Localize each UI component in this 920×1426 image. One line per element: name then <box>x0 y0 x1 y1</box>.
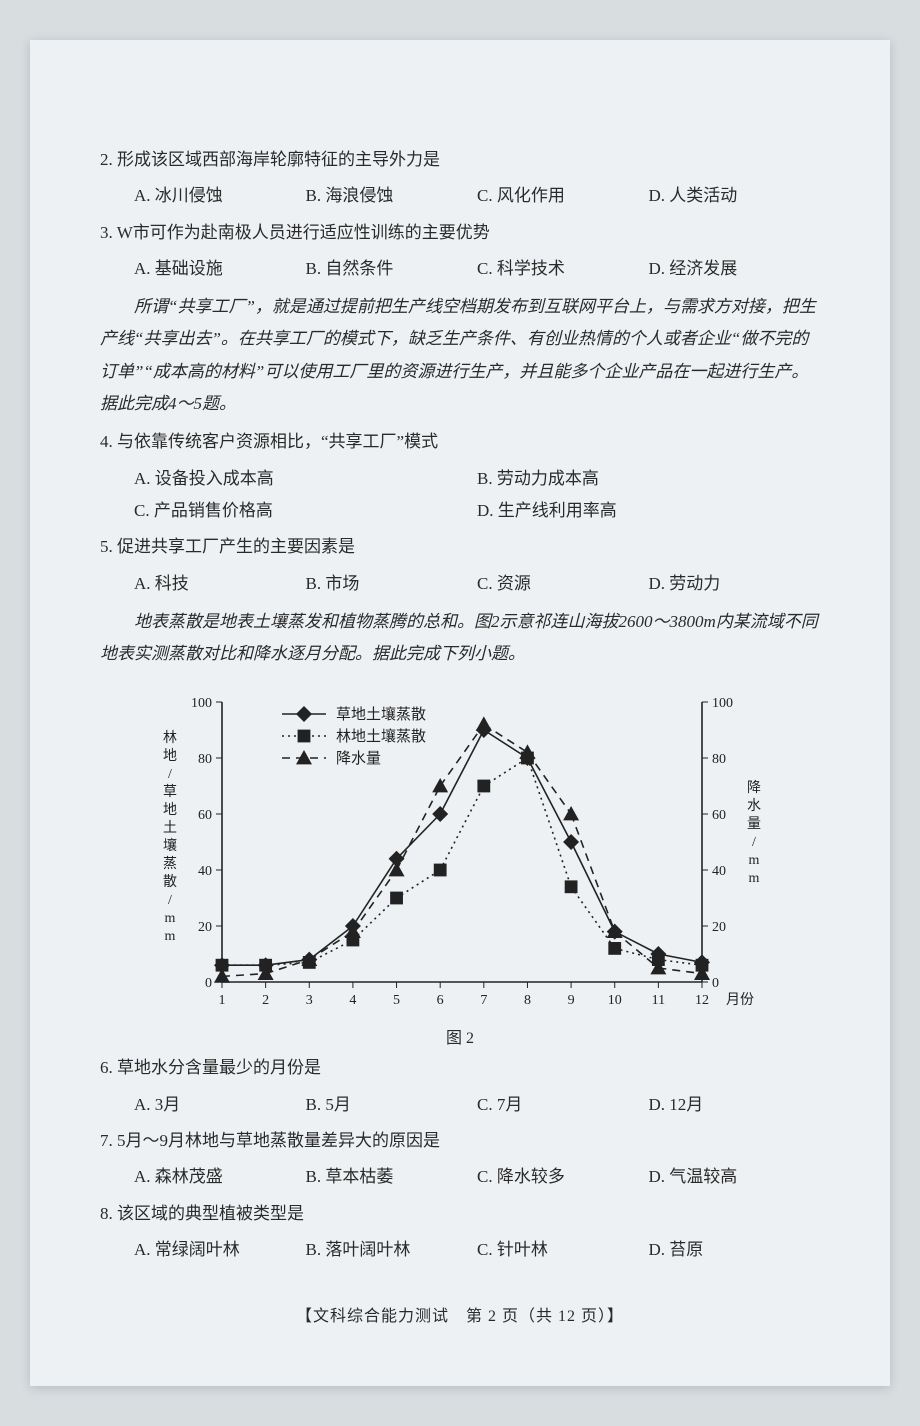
q8-options: A. 常绿阔叶林 B. 落叶阔叶林 C. 针叶林 D. 苔原 <box>100 1234 820 1266</box>
q3-stem: 3. W市可作为赴南极人员进行适应性训练的主要优势 <box>100 217 820 249</box>
svg-text:林地土壤蒸散: 林地土壤蒸散 <box>336 727 426 745</box>
q7-opt-d: D. 气温较高 <box>649 1161 821 1193</box>
chart-svg: 002020404060608080100100123456789101112月… <box>146 688 774 1022</box>
q6-opt-c: C. 7月 <box>477 1089 649 1121</box>
q8-opt-a: A. 常绿阔叶林 <box>134 1234 306 1266</box>
q7-opt-c: C. 降水较多 <box>477 1161 649 1193</box>
svg-text:土: 土 <box>163 820 177 836</box>
svg-text:7: 7 <box>480 993 487 1008</box>
q5-opt-d: D. 劳动力 <box>649 568 821 600</box>
q4-opt-d: D. 生产线利用率高 <box>477 495 820 527</box>
q5-options: A. 科技 B. 市场 C. 资源 D. 劳动力 <box>100 568 820 600</box>
q4-opt-a: A. 设备投入成本高 <box>134 463 477 495</box>
svg-text:林: 林 <box>163 730 177 746</box>
svg-text:9: 9 <box>568 993 575 1008</box>
svg-text:蒸: 蒸 <box>163 856 177 872</box>
svg-text:4: 4 <box>349 993 356 1008</box>
q4-options-row1: A. 设备投入成本高 B. 劳动力成本高 <box>100 463 820 495</box>
q3-opt-d: D. 经济发展 <box>649 253 821 285</box>
q5-opt-c: C. 资源 <box>477 568 649 600</box>
q8-opt-c: C. 针叶林 <box>477 1234 649 1266</box>
passage-shared-factory: 所谓“共享工厂”，就是通过提前把生产线空档期发布到互联网平台上，与需求方对接，把… <box>100 291 820 420</box>
svg-text:降: 降 <box>747 780 761 796</box>
q4-opt-b: B. 劳动力成本高 <box>477 463 820 495</box>
figure-2: 002020404060608080100100123456789101112月… <box>100 688 820 1048</box>
passage-evapotranspiration: 地表蒸散是地表土壤蒸发和植物蒸腾的总和。图2示意祁连山海拔2600～3800m内… <box>100 606 820 671</box>
svg-text:12: 12 <box>695 993 709 1008</box>
q8-opt-d: D. 苔原 <box>649 1234 821 1266</box>
q2-opt-c: C. 风化作用 <box>477 180 649 212</box>
svg-text:地: 地 <box>163 802 177 818</box>
q2-stem: 2. 形成该区域西部海岸轮廓特征的主导外力是 <box>100 144 820 176</box>
q2-opt-d: D. 人类活动 <box>649 180 821 212</box>
page-footer: 【文科综合能力测试 第 2 页（共 12 页）】 <box>100 1302 820 1326</box>
svg-text:量: 量 <box>747 816 761 832</box>
svg-text:100: 100 <box>712 696 733 711</box>
q6-options: A. 3月 B. 5月 C. 7月 D. 12月 <box>100 1089 820 1121</box>
q2-opt-a: A. 冰川侵蚀 <box>134 180 306 212</box>
svg-text:5: 5 <box>393 993 400 1008</box>
svg-text:80: 80 <box>712 752 726 767</box>
q3-opt-c: C. 科学技术 <box>477 253 649 285</box>
svg-text:m: m <box>165 911 176 926</box>
svg-text:/: / <box>168 767 172 782</box>
svg-text:6: 6 <box>437 993 444 1008</box>
svg-text:水: 水 <box>747 798 761 814</box>
q5-stem: 5. 促进共享工厂产生的主要因素是 <box>100 531 820 563</box>
svg-text:m: m <box>749 853 760 868</box>
svg-text:40: 40 <box>198 864 212 879</box>
q2-opt-b: B. 海浪侵蚀 <box>306 180 478 212</box>
q6-opt-a: A. 3月 <box>134 1089 306 1121</box>
svg-text:60: 60 <box>198 808 212 823</box>
svg-text:40: 40 <box>712 864 726 879</box>
svg-text:8: 8 <box>524 993 531 1008</box>
svg-text:3: 3 <box>306 993 313 1008</box>
q3-opt-b: B. 自然条件 <box>306 253 478 285</box>
exam-page: 2. 形成该区域西部海岸轮廓特征的主导外力是 A. 冰川侵蚀 B. 海浪侵蚀 C… <box>30 40 890 1386</box>
svg-text:10: 10 <box>608 993 622 1008</box>
q2-options: A. 冰川侵蚀 B. 海浪侵蚀 C. 风化作用 D. 人类活动 <box>100 180 820 212</box>
q3-opt-a: A. 基础设施 <box>134 253 306 285</box>
svg-text:60: 60 <box>712 808 726 823</box>
q4-stem: 4. 与依靠传统客户资源相比，“共享工厂”模式 <box>100 426 820 458</box>
svg-text:/: / <box>168 893 172 908</box>
svg-text:20: 20 <box>712 920 726 935</box>
q3-options: A. 基础设施 B. 自然条件 C. 科学技术 D. 经济发展 <box>100 253 820 285</box>
svg-text:0: 0 <box>712 976 719 991</box>
svg-text:月份: 月份 <box>726 992 754 1008</box>
svg-text:草地土壤蒸散: 草地土壤蒸散 <box>336 705 426 723</box>
q7-opt-b: B. 草本枯萎 <box>306 1161 478 1193</box>
q6-stem: 6. 草地水分含量最少的月份是 <box>100 1052 820 1084</box>
svg-text:20: 20 <box>198 920 212 935</box>
q5-opt-b: B. 市场 <box>306 568 478 600</box>
q6-opt-b: B. 5月 <box>306 1089 478 1121</box>
svg-text:散: 散 <box>163 874 177 890</box>
svg-text:地: 地 <box>163 748 177 764</box>
q4-options-row2: C. 产品销售价格高 D. 生产线利用率高 <box>100 495 820 527</box>
q7-opt-a: A. 森林茂盛 <box>134 1161 306 1193</box>
svg-text:80: 80 <box>198 752 212 767</box>
chart-caption: 图 2 <box>100 1024 820 1048</box>
svg-text:100: 100 <box>191 696 212 711</box>
q4-opt-c: C. 产品销售价格高 <box>134 495 477 527</box>
q6-opt-d: D. 12月 <box>649 1089 821 1121</box>
svg-text:2: 2 <box>262 993 269 1008</box>
svg-text:m: m <box>165 929 176 944</box>
q5-opt-a: A. 科技 <box>134 568 306 600</box>
q8-stem: 8. 该区域的典型植被类型是 <box>100 1198 820 1230</box>
svg-text:1: 1 <box>219 993 226 1008</box>
q7-stem: 7. 5月～9月林地与草地蒸散量差异大的原因是 <box>100 1125 820 1157</box>
svg-text:m: m <box>749 871 760 886</box>
svg-text:草: 草 <box>163 784 177 800</box>
svg-text:壤: 壤 <box>163 837 177 854</box>
svg-text:0: 0 <box>205 976 212 991</box>
q7-options: A. 森林茂盛 B. 草本枯萎 C. 降水较多 D. 气温较高 <box>100 1161 820 1193</box>
q8-opt-b: B. 落叶阔叶林 <box>306 1234 478 1266</box>
svg-text:11: 11 <box>652 993 665 1008</box>
svg-text:降水量: 降水量 <box>336 750 381 767</box>
svg-text:/: / <box>752 835 756 850</box>
